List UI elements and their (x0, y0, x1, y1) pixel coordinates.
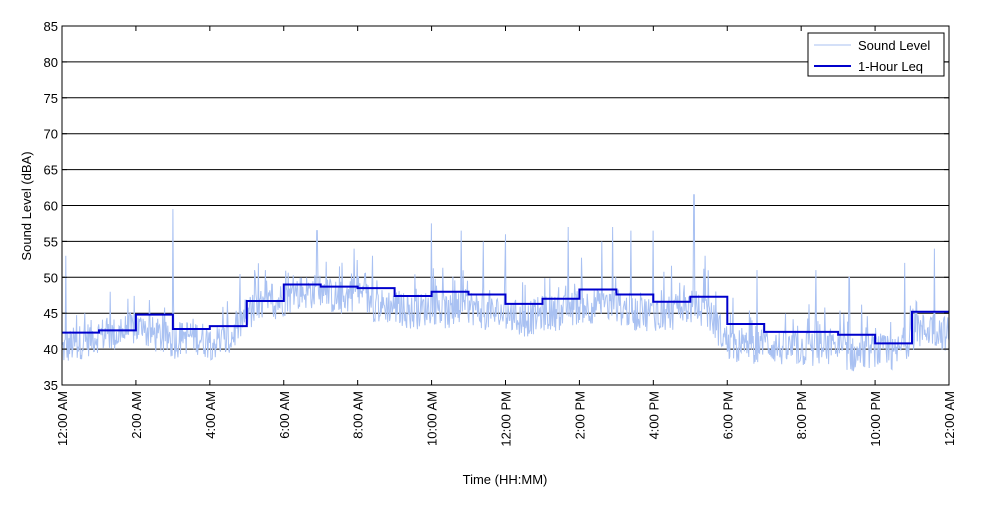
x-tick-label-2: 4:00 AM (203, 391, 218, 439)
y-axis-ticks: 35 40 45 50 55 60 65 70 75 80 85 (44, 19, 949, 393)
x-tick-label-0: 12:00 AM (55, 391, 70, 446)
x-axis-ticks: 12:00 AM 2:00 AM 4:00 AM 6:00 AM 8:00 AM 10:0… (55, 26, 957, 447)
x-tick-label-11: 10:00 PM (868, 391, 883, 447)
y-tick-label-80: 80 (44, 55, 58, 70)
y-tick-label-70: 70 (44, 127, 58, 142)
x-tick-label-8: 4:00 PM (646, 391, 661, 439)
y-tick-label-60: 60 (44, 199, 58, 214)
legend-label-sound-level: Sound Level (858, 38, 930, 53)
y-tick-label-40: 40 (44, 342, 58, 357)
legend-box (807, 32, 945, 77)
y-tick-label-50: 50 (44, 270, 58, 285)
sound-level-series (61, 194, 950, 372)
x-tick-label-3: 6:00 AM (277, 391, 292, 439)
x-tick-label-5: 10:00 AM (425, 391, 440, 446)
y-tick-label-75: 75 (44, 91, 58, 106)
x-axis-label: Time (HH:MM) (463, 472, 548, 487)
y-tick-label-65: 65 (44, 163, 58, 178)
x-tick-label-10: 8:00 PM (794, 391, 809, 439)
leq-step-line (62, 283, 949, 345)
x-tick-label-1: 2:00 AM (129, 391, 144, 439)
x-tick-label-7: 2:00 PM (572, 391, 587, 439)
leq-series (62, 283, 949, 345)
x-tick-label-9: 6:00 PM (720, 391, 735, 439)
x-tick-label-6: 12:00 PM (499, 391, 514, 447)
y-tick-label-35: 35 (44, 378, 58, 393)
legend-label-leq: 1-Hour Leq (858, 59, 923, 74)
sound-level-line (61, 194, 950, 372)
y-tick-label-85: 85 (44, 19, 58, 34)
legend: Sound Level 1-Hour Leq (807, 32, 945, 77)
y-tick-label-55: 55 (44, 234, 58, 249)
x-tick-label-12: 12:00 AM (942, 391, 957, 446)
x-tick-label-4: 8:00 AM (351, 391, 366, 439)
y-tick-label-45: 45 (44, 306, 58, 321)
y-axis-label: Sound Level (dBA) (19, 151, 34, 260)
